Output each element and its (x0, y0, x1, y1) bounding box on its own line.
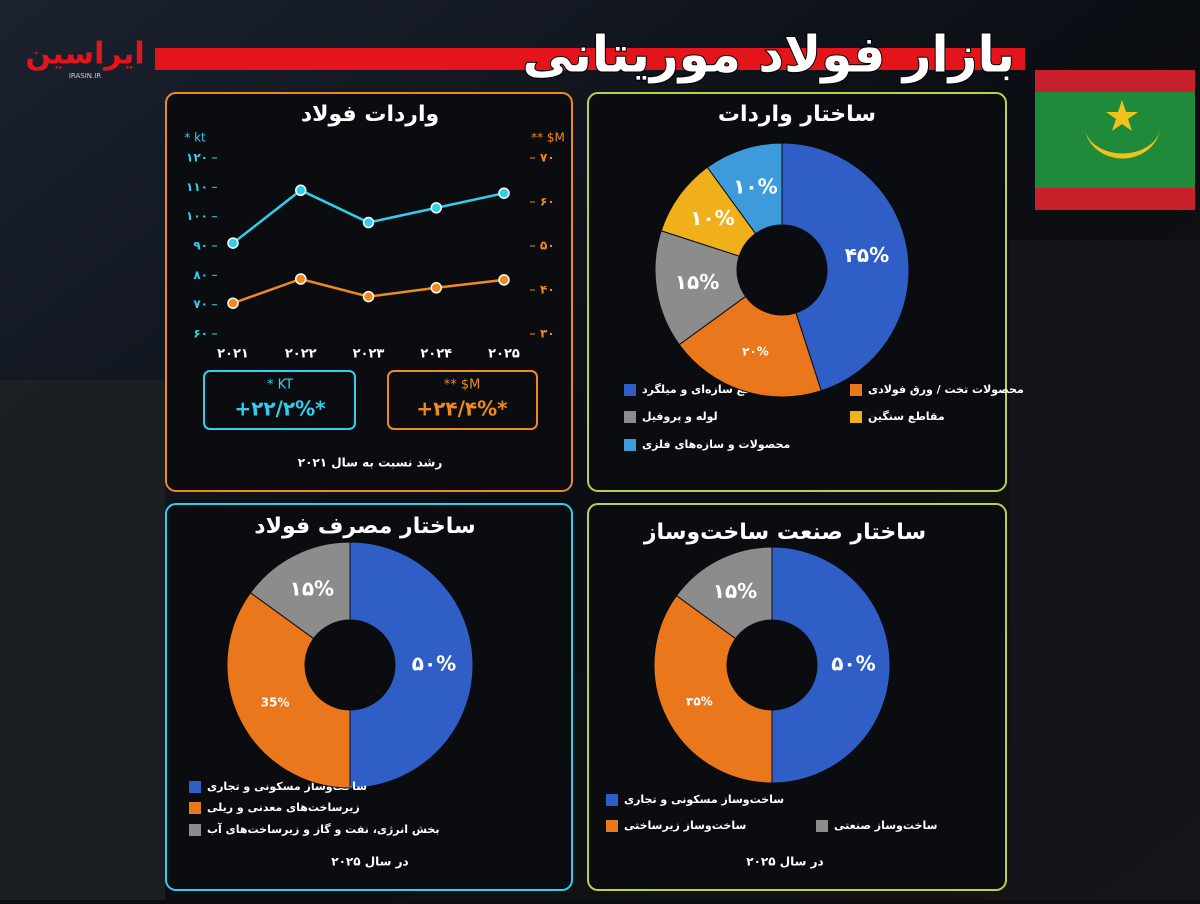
legend-label: محصولات تخت / ورق فولادی (868, 383, 1024, 396)
steel-coils-photo (0, 380, 165, 900)
point (227, 297, 239, 309)
legend-swatch (624, 439, 636, 451)
y-tick-label: ۶۰ (193, 327, 208, 341)
point (498, 187, 510, 199)
slice (706, 142, 783, 235)
value-label: ۵۰% (412, 652, 456, 676)
legend-swatch (606, 820, 618, 832)
y-tick-label: ۸۰ (193, 268, 208, 282)
legend-swatch (624, 411, 636, 423)
legend-swatch (606, 794, 618, 806)
growth-value: +۲۴/۴%* (416, 397, 508, 421)
y2-tick-label: ۴۰ (540, 283, 555, 297)
slice (675, 546, 773, 640)
legend-swatch (189, 781, 201, 793)
y2-axis-label: ** $M (531, 131, 565, 145)
growth-series-name: ** $M (444, 378, 481, 393)
note: رشد نسبت به سال ۲۰۲۱ (298, 456, 443, 470)
legend-label: بخش انرژی، نفت و گاز و زیرساخت‌های آب (207, 822, 439, 836)
value-label: ۴۵% (845, 243, 889, 267)
point (362, 290, 375, 303)
port-photo (1010, 240, 1200, 900)
legend-swatch (189, 802, 201, 814)
growth-box (387, 370, 538, 430)
value-label: ۱۰% (733, 175, 777, 199)
logo: ایراسین (25, 37, 144, 72)
y-tick-label: ۹۰ (193, 239, 208, 253)
slice (781, 142, 910, 392)
x-tick-label: ۲۰۲۲ (285, 347, 317, 362)
chart-title: واردات فولاد (301, 102, 439, 127)
chart-title: ساختار صنعت ساخت‌وساز (643, 520, 926, 545)
value-label: ۱۵% (675, 270, 719, 294)
y-tick-label: ۱۱۰ (186, 180, 208, 194)
slice (654, 230, 747, 346)
legend-swatch (850, 411, 862, 423)
legend-label: زیرساخت‌های معدنی و ریلی (207, 801, 360, 814)
value-label: ۱۵% (713, 579, 757, 603)
value-label: 35% (261, 696, 290, 710)
header-title: بازار فولاد موریتانی (523, 26, 1015, 85)
point (430, 202, 442, 214)
y2-tick-label: ۳۰ (540, 327, 555, 341)
point (498, 274, 510, 286)
legend-label: ساخت‌وساز مسکونی و تجاری (624, 793, 784, 806)
logo-url: IRASIN.IR (69, 72, 101, 80)
legend-label: ساخت‌وساز صنعتی (834, 819, 937, 832)
growth-box (203, 370, 356, 430)
value-label: ۱۵% (290, 577, 334, 601)
point (362, 216, 375, 229)
slice (226, 592, 351, 789)
value-label: ۳۵% (686, 695, 713, 709)
header-bar (155, 48, 1025, 70)
point (227, 237, 239, 249)
flag (1035, 70, 1195, 210)
chart-title: ساختار واردات (718, 102, 876, 127)
note: در سال ۲۰۲۵ (746, 855, 823, 869)
slice (349, 541, 474, 789)
y-tick-label: ۷۰ (193, 297, 208, 311)
legend-label: مقاطع سنگین (868, 410, 945, 423)
growth-value: +۲۲/۲%* (234, 397, 326, 421)
slice (249, 541, 351, 640)
legend-swatch (624, 384, 636, 396)
x-tick-label: ۲۰۲۴ (420, 347, 452, 362)
value-label: ۵۰% (831, 652, 875, 676)
value-label: ۲۰% (742, 344, 769, 358)
point (295, 184, 307, 197)
y-tick-label: ۱۲۰ (186, 151, 208, 165)
slice (771, 546, 891, 784)
slice (678, 295, 822, 398)
y-axis-label: * kt (184, 131, 206, 145)
x-tick-label: ۲۰۲۵ (488, 347, 520, 362)
growth-series-name: * KT (267, 378, 293, 393)
x-tick-label: ۲۰۲۱ (217, 347, 249, 362)
y2-tick-label: ۷۰ (540, 151, 555, 165)
y2-tick-label: ۶۰ (540, 195, 555, 209)
point (430, 282, 442, 294)
legend-label: ساخت‌وساز زیرساختی (624, 819, 746, 832)
legend-swatch (850, 384, 862, 396)
point (295, 273, 307, 285)
slice (653, 594, 773, 784)
note: در سال ۲۰۲۵ (331, 855, 408, 869)
y2-tick-label: ۵۰ (540, 239, 555, 253)
chart-title: ساختار مصرف فولاد (254, 514, 475, 539)
legend-label: محصولات و سازه‌های فلزی (642, 438, 790, 451)
legend-label: لوله و پروفیل (642, 410, 718, 423)
y-tick-label: ۱۰۰ (186, 209, 208, 223)
value-label: ۱۰% (690, 206, 734, 230)
x-tick-label: ۲۰۲۳ (353, 347, 385, 362)
legend-swatch (816, 820, 828, 832)
legend-swatch (189, 824, 201, 836)
